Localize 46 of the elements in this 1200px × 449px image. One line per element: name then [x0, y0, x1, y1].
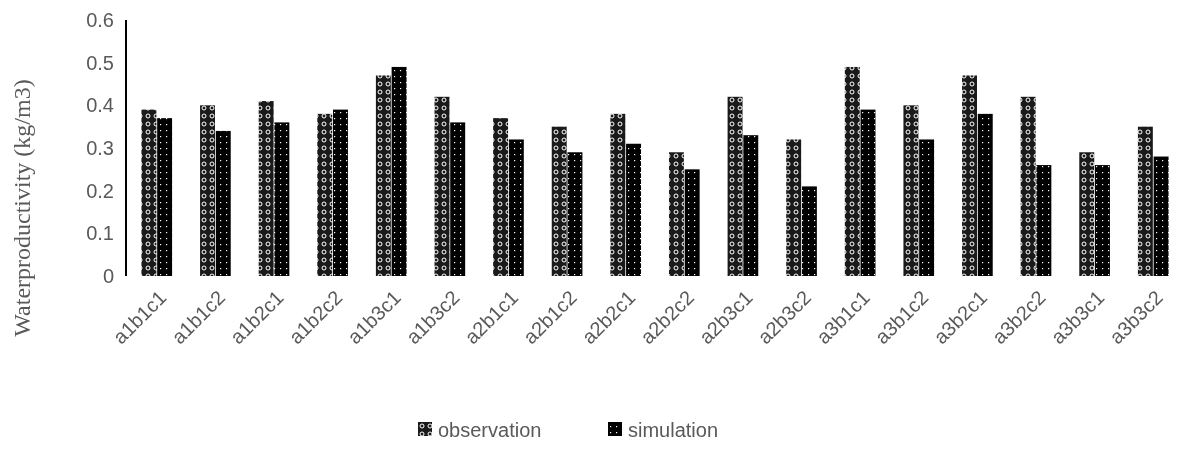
bar: [375, 75, 391, 276]
y-tick-label: 0: [102, 265, 114, 287]
bar: [391, 66, 407, 276]
bar: [157, 118, 173, 276]
bar: [567, 152, 583, 276]
bar: [844, 66, 860, 276]
legend-label: simulation: [628, 419, 719, 441]
bar: [508, 139, 524, 276]
bar: [626, 143, 642, 276]
bar: [743, 135, 759, 276]
bar: [434, 96, 450, 276]
bar: [977, 113, 993, 276]
bar: [610, 113, 626, 276]
bar: [668, 152, 684, 276]
y-tick-label: 0.6: [86, 9, 114, 31]
bar: [1137, 126, 1153, 276]
legend-label: observation: [438, 419, 542, 441]
bar: [919, 139, 935, 276]
y-tick-label: 0.3: [86, 137, 114, 159]
bar: [200, 105, 215, 276]
bar: [215, 130, 231, 276]
bar: [258, 101, 274, 276]
y-tick-label: 0.4: [86, 94, 114, 117]
bar: [317, 113, 333, 276]
y-tick-label: 0.1: [86, 222, 114, 245]
bar: [1153, 156, 1169, 276]
bar: [1095, 165, 1110, 276]
y-tick-label: 0.5: [86, 51, 114, 74]
bar: [450, 122, 466, 276]
bar: [860, 109, 876, 276]
bar: [141, 109, 157, 276]
bar: [1036, 165, 1052, 276]
y-axis-title: Waterproductivity (kg/m3): [9, 79, 35, 337]
bar: [1079, 152, 1095, 276]
bar: [962, 75, 977, 276]
bar: [551, 126, 567, 276]
y-tick-label: 0.2: [86, 179, 114, 202]
bar: [786, 139, 802, 276]
bar: [1020, 96, 1036, 276]
bar: [684, 169, 700, 276]
bar: [274, 122, 290, 276]
bar: [727, 96, 743, 276]
bar: [333, 109, 348, 276]
bar: [903, 105, 919, 276]
bar: [493, 118, 509, 276]
bar: [801, 186, 817, 276]
